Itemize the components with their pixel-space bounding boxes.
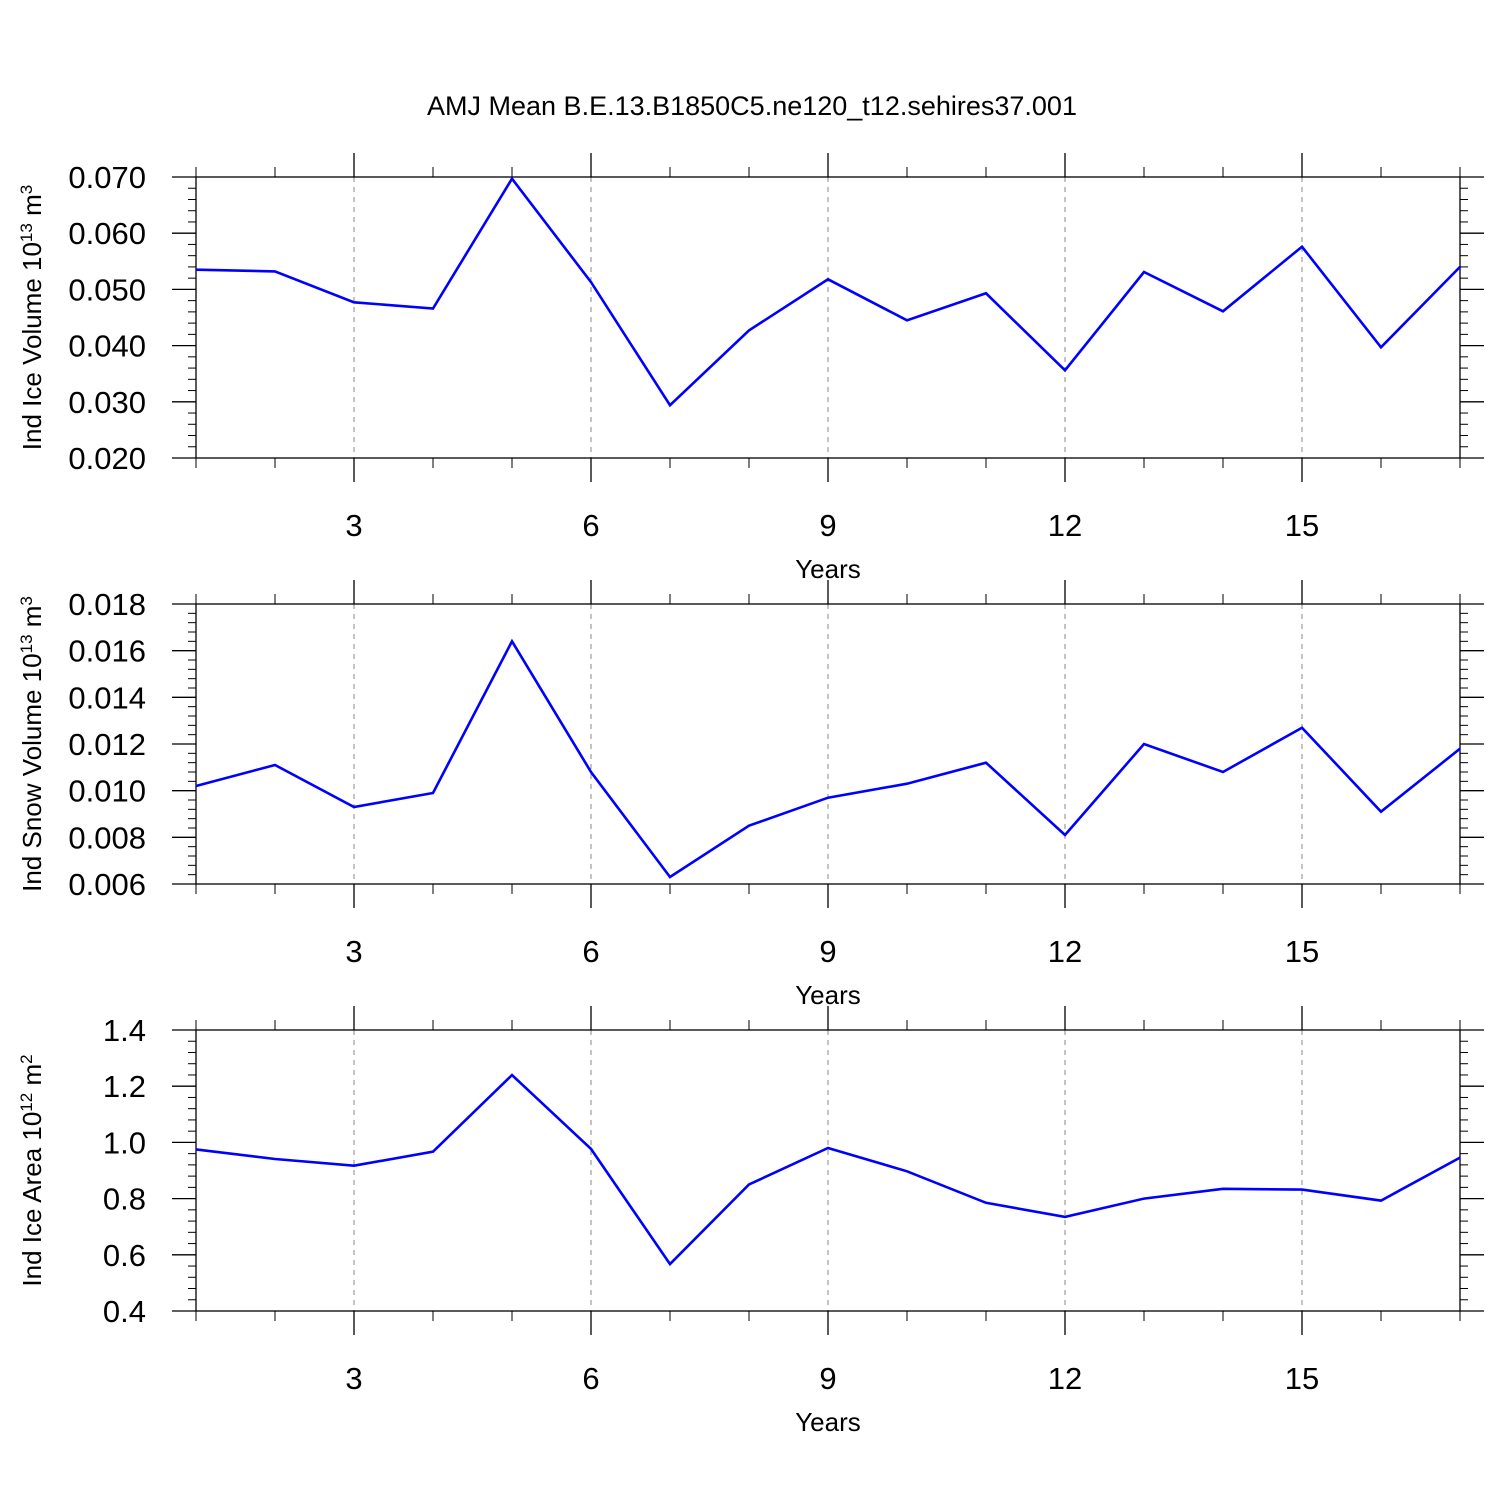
x-tick-label: 9 <box>819 508 836 543</box>
chart-title: AMJ Mean B.E.13.B1850C5.ne120_t12.sehire… <box>427 91 1077 121</box>
y-tick-label: 1.2 <box>103 1069 146 1104</box>
y-tick-label: 0.8 <box>103 1182 146 1217</box>
y-tick-label: 0.060 <box>68 216 146 251</box>
x-tick-label: 15 <box>1285 934 1319 969</box>
y-tick-label: 1.0 <box>103 1125 146 1160</box>
series-line <box>195 176 1461 408</box>
y-tick-label: 0.008 <box>68 820 146 855</box>
x-tick-label: 6 <box>582 934 599 969</box>
series-line <box>195 638 1461 879</box>
x-tick-label: 12 <box>1048 1361 1082 1396</box>
plot-frame <box>195 1029 1461 1312</box>
x-tick-label: 6 <box>582 1361 599 1396</box>
plot-frame <box>195 603 1461 885</box>
panel-1: 0.020 0.030 0.040 0.050 0.060 0.070 3 6 9 12 15 Yea… <box>17 153 1484 584</box>
y-tick-label: 0.006 <box>68 867 146 902</box>
panel-3: 0.4 0.6 0.8 1.0 1.2 1.4 3 6 9 12 15 Years Ind Ice Ar… <box>17 1006 1484 1437</box>
y-tick-label: 0.012 <box>68 727 146 762</box>
y-axis-label: Ind Ice Volume 1013 m3 <box>17 185 48 450</box>
x-axis-label: Years <box>795 1407 861 1437</box>
y-tick-label: 0.070 <box>68 160 146 195</box>
x-tick-label: 9 <box>819 1361 836 1396</box>
y-tick-label: 0.040 <box>68 329 146 364</box>
x-axis-label: Years <box>795 554 861 584</box>
y-tick-label: 0.020 <box>68 441 146 476</box>
y-tick-label: 0.010 <box>68 774 146 809</box>
y-axis-label: Ind Snow Volume 1013 m3 <box>17 596 48 892</box>
y-tick-label: 1.4 <box>103 1013 146 1048</box>
y-tick-label: 0.050 <box>68 272 146 307</box>
x-tick-label: 6 <box>582 508 599 543</box>
x-tick-label: 9 <box>819 934 836 969</box>
y-tick-label: 0.030 <box>68 385 146 420</box>
y-tick-label: 0.018 <box>68 587 146 622</box>
panel-2: 0.006 0.008 0.010 0.012 0.014 0.016 0.018 3 6 9 12… <box>17 580 1484 1010</box>
y-tick-label: 0.016 <box>68 634 146 669</box>
y-tick-label: 0.4 <box>103 1294 146 1329</box>
x-tick-label: 3 <box>345 934 362 969</box>
y-axis-label: Ind Ice Area 1012 m2 <box>17 1054 48 1286</box>
series-line <box>195 1073 1461 1267</box>
x-axis-label: Years <box>795 980 861 1010</box>
plot-frame <box>195 176 1461 459</box>
x-tick-label: 15 <box>1285 1361 1319 1396</box>
x-tick-label: 15 <box>1285 508 1319 543</box>
x-tick-label: 3 <box>345 508 362 543</box>
x-tick-label: 12 <box>1048 508 1082 543</box>
x-tick-label: 12 <box>1048 934 1082 969</box>
y-tick-label: 0.6 <box>103 1238 146 1273</box>
y-tick-label: 0.014 <box>68 680 146 715</box>
x-tick-label: 3 <box>345 1361 362 1396</box>
